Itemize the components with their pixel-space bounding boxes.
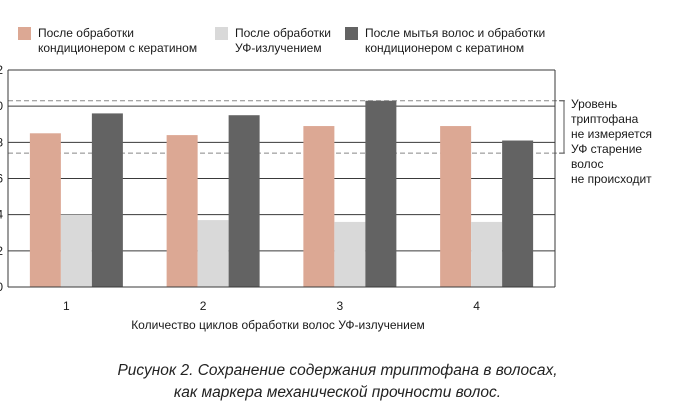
bar	[228, 115, 260, 287]
bar	[440, 126, 472, 287]
bar	[197, 220, 229, 287]
y-tick-label: 0	[0, 280, 3, 294]
legend-swatch-uv	[215, 27, 228, 40]
y-tick-label: 10	[0, 99, 3, 113]
y-tick-label: 12	[0, 63, 3, 77]
legend-item-keratin: После обработки кондиционером с кератино…	[18, 26, 197, 56]
bar	[471, 221, 503, 287]
x-tick-label: 1	[63, 299, 70, 313]
annotation-bracket	[559, 100, 565, 154]
legend-swatch-wash	[345, 27, 358, 40]
bar	[91, 113, 123, 288]
axes	[7, 70, 556, 288]
bar	[29, 133, 61, 287]
legend-item-uv: После обработки УФ-излучением	[215, 26, 331, 56]
x-axis-label: Количество циклов обработки волос УФ-изл…	[131, 318, 425, 332]
y-tick-label: 8	[0, 135, 3, 149]
legend-label-uv: После обработки УФ-излучением	[235, 26, 331, 55]
legend-label-wash: После мытья волос и обработки кондиционе…	[365, 26, 546, 55]
bar	[365, 100, 397, 287]
x-tick-label: 2	[200, 299, 207, 313]
x-tick-label: 3	[337, 299, 344, 313]
bars	[29, 100, 534, 288]
x-tick-label: 4	[473, 299, 480, 313]
y-tick-label: 2	[0, 244, 3, 258]
legend-label-keratin: После обработки кондиционером с кератино…	[38, 26, 198, 55]
legend-swatch-keratin	[18, 27, 31, 40]
y-tick-label: 4	[0, 208, 3, 222]
reference-lines	[8, 100, 566, 154]
legend-item-wash: После мытья волос и обработки кондиционе…	[345, 26, 545, 56]
bar	[166, 135, 198, 287]
figure-caption: Рисунок 2. Сохранение содержания триптоф…	[117, 362, 558, 401]
bar	[502, 140, 534, 287]
bar	[303, 126, 335, 287]
bar	[60, 214, 92, 287]
bar	[334, 221, 366, 287]
reference-annotation: Уровень триптофана не измеряется УФ стар…	[571, 97, 652, 186]
y-tick-label: 6	[0, 172, 3, 186]
tick-labels: 1210864201234Количество циклов обработки…	[0, 63, 480, 332]
